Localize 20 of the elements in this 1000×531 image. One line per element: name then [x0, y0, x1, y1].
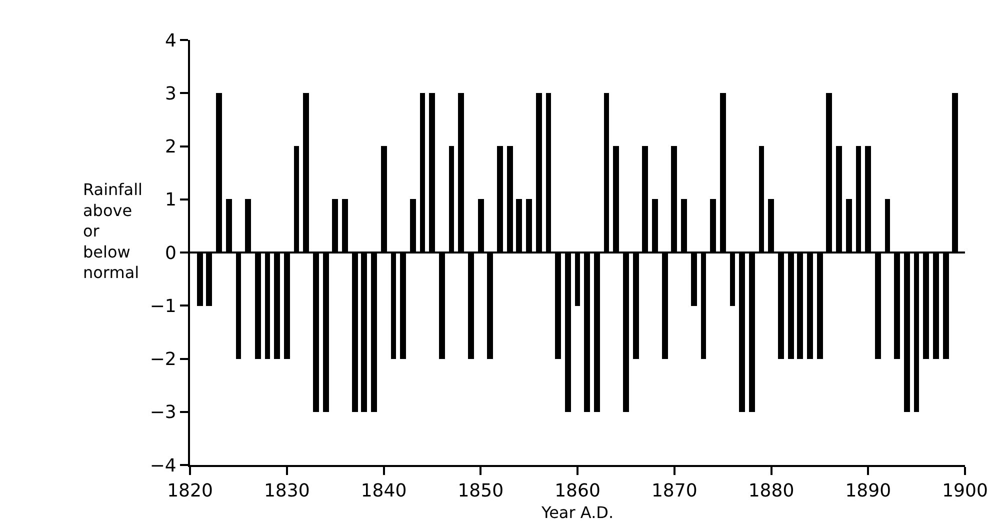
x-axis-title: Year A.D. — [540, 502, 614, 522]
y-tick-label: 2 — [164, 136, 176, 158]
x-tick-label: 1840 — [360, 480, 407, 502]
x-tick-label: 1900 — [942, 480, 988, 502]
y-tick-label: 4 — [164, 30, 176, 52]
y-tick-label: 3 — [164, 83, 176, 104]
y-tick-label: −4 — [150, 455, 176, 476]
y-tick-label: −3 — [150, 402, 176, 424]
x-tick-label: 1850 — [458, 480, 504, 502]
x-tick-label: 1830 — [264, 480, 310, 502]
y-tick-label: 0 — [164, 242, 176, 264]
x-tick-label: 1870 — [651, 480, 698, 502]
y-tick-label: −2 — [150, 349, 176, 370]
x-tick-label: 1890 — [845, 480, 892, 502]
y-axis-title: Rainfall above or below normal — [83, 180, 142, 282]
y-tick-label: 1 — [164, 190, 176, 211]
x-tick-label: 1860 — [554, 480, 600, 502]
y-tick-label: −1 — [150, 296, 176, 317]
x-tick-label: 1820 — [167, 480, 213, 502]
x-tick-label: 1880 — [748, 480, 794, 502]
